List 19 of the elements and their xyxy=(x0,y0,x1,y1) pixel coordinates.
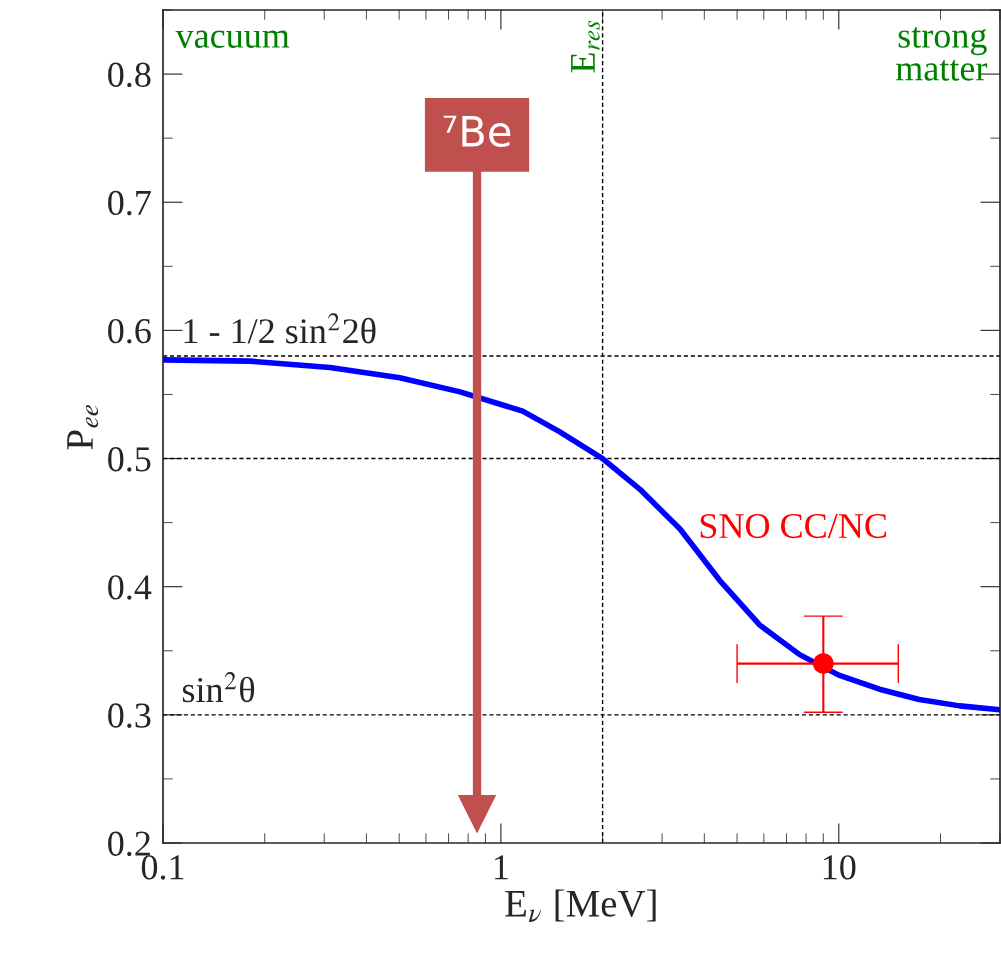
y-tick-label: 0.5 xyxy=(108,447,151,472)
x-tick-label: 0.1 xyxy=(141,855,184,880)
y-tick-label: 0.8 xyxy=(108,62,151,88)
x-tick-label: 1 xyxy=(495,855,508,880)
ref-line-label: E$_{res}$ xyxy=(571,20,600,73)
annotation: strong matter xyxy=(895,27,988,81)
y-tick-label: 0.4 xyxy=(108,575,152,600)
ref-line-label: sin$^{2}$θ xyxy=(182,672,255,703)
y-tick-label: 0.6 xyxy=(108,318,151,344)
ref-line-label: ⁷Be xyxy=(443,115,511,148)
ref-line-label: 1 - 1/2 sin$^{2}$2θ xyxy=(184,313,376,344)
y-tick-label: 0.3 xyxy=(108,703,151,728)
text: SNO CC/NC xyxy=(700,513,886,539)
x-tick-label: 10 xyxy=(823,855,856,880)
y-tick-label: 0.7 xyxy=(108,190,151,216)
annotation: vacuum xyxy=(175,30,290,48)
y-axis-title: P$_{ee}$ xyxy=(67,405,99,450)
y-tick-label: 0.2 xyxy=(108,831,150,857)
x-axis-title: E$_{ν}$ [MeV] xyxy=(505,889,656,923)
